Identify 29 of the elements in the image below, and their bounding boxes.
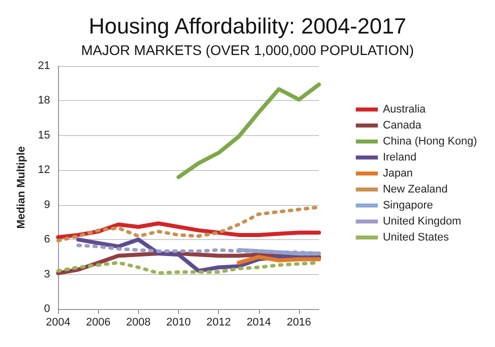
y-tick-label: 15	[38, 129, 50, 142]
x-tick-label: 2008	[126, 316, 151, 328]
line-series	[176, 82, 321, 180]
legend-label: Australia	[382, 104, 427, 116]
y-tick-label: 0	[44, 303, 50, 315]
chart-title: Housing Affordability: 2004-2017	[88, 14, 406, 38]
legend-label: Japan	[382, 168, 413, 180]
y-tick-label: 21	[38, 60, 50, 72]
y-tick-label: 12	[38, 164, 50, 176]
legend-label: Ireland	[382, 152, 416, 164]
chart-subtitle: MAJOR MARKETS (OVER 1,000,000 POPULATION)	[81, 42, 414, 58]
x-tick-label: 2004	[46, 316, 70, 328]
y-tick-label: 18	[38, 94, 50, 107]
legend-label: New Zealand	[382, 184, 448, 196]
legend-label: United Kingdom	[382, 216, 462, 228]
x-tick-label: 2014	[246, 316, 272, 328]
y-tick-label: 6	[44, 234, 50, 246]
y-tick-label: 9	[44, 198, 50, 211]
legend-label: Singapore	[382, 200, 433, 212]
line-series	[76, 244, 321, 256]
legend-label: Canada	[382, 120, 422, 132]
legend-label: China (Hong Kong)	[382, 136, 478, 148]
x-tick-label: 2010	[166, 316, 191, 328]
x-tick-label: 2016	[286, 316, 312, 328]
y-axis-title: Median Multiple	[16, 146, 28, 229]
x-tick-label: 2012	[206, 316, 231, 328]
y-tick-label: 3	[44, 268, 50, 280]
legend-label: United States	[382, 232, 450, 244]
x-tick-label: 2006	[86, 316, 111, 328]
